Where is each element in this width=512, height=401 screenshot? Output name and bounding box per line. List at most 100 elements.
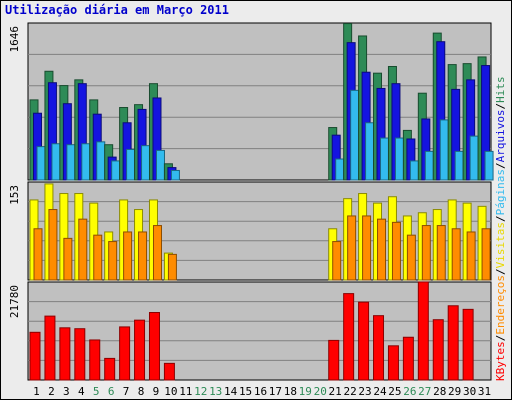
bar-endereços-day-31 bbox=[481, 228, 491, 281]
bar-endereços-day-4 bbox=[78, 218, 88, 281]
x-tick-label-day-4: 4 bbox=[78, 385, 85, 398]
bar-kbytes-day-26 bbox=[402, 336, 414, 381]
bar-endereços-day-7 bbox=[123, 231, 133, 281]
x-tick-label-day-9: 9 bbox=[153, 385, 160, 398]
bar-endereços-day-30 bbox=[466, 231, 476, 281]
x-tick-label-day-29: 29 bbox=[448, 385, 461, 398]
bar-kbytes-day-23 bbox=[358, 301, 370, 381]
x-tick-label-day-8: 8 bbox=[138, 385, 145, 398]
bar-páginas-day-3 bbox=[66, 144, 76, 181]
x-tick-label-day-7: 7 bbox=[123, 385, 130, 398]
x-tick-label-day-16: 16 bbox=[254, 385, 267, 398]
bar-páginas-day-2 bbox=[51, 143, 61, 181]
bar-páginas-day-7 bbox=[126, 148, 136, 181]
bar-páginas-day-31 bbox=[484, 150, 494, 181]
bar-kbytes-day-4 bbox=[74, 328, 86, 381]
panel-1-ymax-label: 1646 bbox=[8, 26, 21, 53]
legend: KBytes/Endereços/Visitas/Páginas/Arquivo… bbox=[494, 76, 507, 381]
bar-páginas-day-28 bbox=[439, 119, 449, 181]
x-tick-label-day-14: 14 bbox=[224, 385, 238, 398]
bar-kbytes-day-2 bbox=[44, 315, 56, 381]
bar-endereços-day-22 bbox=[347, 215, 357, 281]
x-tick-label-day-13: 13 bbox=[209, 385, 222, 398]
bar-páginas-day-5 bbox=[96, 141, 106, 181]
bar-kbytes-day-25 bbox=[387, 345, 399, 381]
x-tick-label-day-2: 2 bbox=[48, 385, 55, 398]
legend-item-visitas: Visitas bbox=[494, 222, 507, 268]
bar-endereços-day-29 bbox=[451, 228, 461, 281]
bar-kbytes-day-7 bbox=[119, 326, 131, 381]
bar-páginas-day-23 bbox=[365, 122, 375, 181]
bar-endereços-day-9 bbox=[152, 225, 162, 281]
x-tick-label-day-20: 20 bbox=[314, 385, 327, 398]
bar-páginas-day-8 bbox=[141, 145, 151, 181]
bar-kbytes-day-6 bbox=[104, 357, 116, 381]
bar-endereços-day-2 bbox=[48, 209, 58, 281]
x-tick-label-day-27: 27 bbox=[418, 385, 431, 398]
x-tick-label-day-21: 21 bbox=[329, 385, 342, 398]
x-tick-label-day-18: 18 bbox=[284, 385, 297, 398]
legend-separator: / bbox=[494, 268, 507, 275]
bar-kbytes-day-22 bbox=[343, 293, 355, 381]
panel-2-ymax-label: 153 bbox=[8, 185, 21, 205]
x-tick-label-day-5: 5 bbox=[93, 385, 100, 398]
x-tick-label-day-3: 3 bbox=[63, 385, 70, 398]
bar-kbytes-day-1 bbox=[29, 331, 41, 381]
x-tick-label-day-15: 15 bbox=[239, 385, 252, 398]
x-tick-label-day-31: 31 bbox=[478, 385, 491, 398]
bar-kbytes-day-30 bbox=[462, 308, 474, 381]
legend-item-arquivos: Arquivos bbox=[494, 109, 507, 162]
bar-endereços-day-3 bbox=[63, 237, 73, 281]
bar-páginas-day-22 bbox=[350, 89, 360, 181]
bar-kbytes-day-5 bbox=[89, 339, 101, 381]
bar-páginas-day-25 bbox=[394, 137, 404, 181]
bar-páginas-day-30 bbox=[469, 135, 479, 181]
bar-páginas-day-21 bbox=[335, 158, 345, 181]
chart-title: Utilização diária em Março 2011 bbox=[5, 3, 229, 17]
bar-endereços-day-5 bbox=[93, 234, 103, 281]
bar-endereços-day-8 bbox=[138, 231, 148, 281]
x-tick-label-day-28: 28 bbox=[433, 385, 446, 398]
bar-endereços-day-10 bbox=[167, 253, 177, 281]
x-tick-label-day-12: 12 bbox=[194, 385, 207, 398]
x-tick-label-day-19: 19 bbox=[299, 385, 312, 398]
x-tick-label-day-30: 30 bbox=[463, 385, 476, 398]
legend-separator: / bbox=[494, 162, 507, 169]
legend-item-endereços: Endereços bbox=[494, 275, 507, 335]
bar-páginas-day-4 bbox=[81, 143, 91, 181]
bar-kbytes-day-3 bbox=[59, 327, 71, 381]
x-tick-label-day-1: 1 bbox=[33, 385, 40, 398]
x-tick-label-day-25: 25 bbox=[388, 385, 401, 398]
bar-kbytes-day-10 bbox=[163, 362, 175, 381]
bar-páginas-day-24 bbox=[380, 137, 390, 181]
panel-3-ymax-label: 21780 bbox=[8, 285, 21, 318]
legend-item-páginas: Páginas bbox=[494, 169, 507, 215]
x-tick-label-day-26: 26 bbox=[403, 385, 416, 398]
bar-kbytes-day-8 bbox=[134, 319, 146, 381]
bar-páginas-day-27 bbox=[424, 150, 434, 181]
bar-páginas-day-1 bbox=[36, 146, 46, 181]
bar-páginas-day-26 bbox=[409, 160, 419, 181]
bar-kbytes-day-28 bbox=[432, 319, 444, 381]
bar-endereços-day-21 bbox=[332, 241, 342, 281]
bar-endereços-day-1 bbox=[33, 228, 43, 281]
bar-endereços-day-28 bbox=[436, 225, 446, 281]
bar-kbytes-day-21 bbox=[328, 339, 340, 381]
x-tick-label-day-17: 17 bbox=[269, 385, 282, 398]
bar-endereços-day-26 bbox=[406, 234, 416, 281]
x-tick-label-day-10: 10 bbox=[164, 385, 177, 398]
x-tick-label-day-23: 23 bbox=[358, 385, 371, 398]
x-tick-label-day-24: 24 bbox=[373, 385, 387, 398]
bar-endereços-day-25 bbox=[391, 221, 401, 281]
bar-kbytes-day-27 bbox=[417, 281, 429, 381]
x-tick-label-day-11: 11 bbox=[179, 385, 192, 398]
legend-separator: / bbox=[494, 335, 507, 342]
bar-endereços-day-23 bbox=[362, 215, 372, 281]
bar-kbytes-day-24 bbox=[373, 315, 385, 381]
legend-item-hits: Hits bbox=[494, 76, 507, 103]
bar-páginas-day-6 bbox=[111, 160, 121, 181]
legend-item-kbytes: KBytes bbox=[494, 341, 507, 381]
bar-endereços-day-24 bbox=[377, 218, 387, 281]
